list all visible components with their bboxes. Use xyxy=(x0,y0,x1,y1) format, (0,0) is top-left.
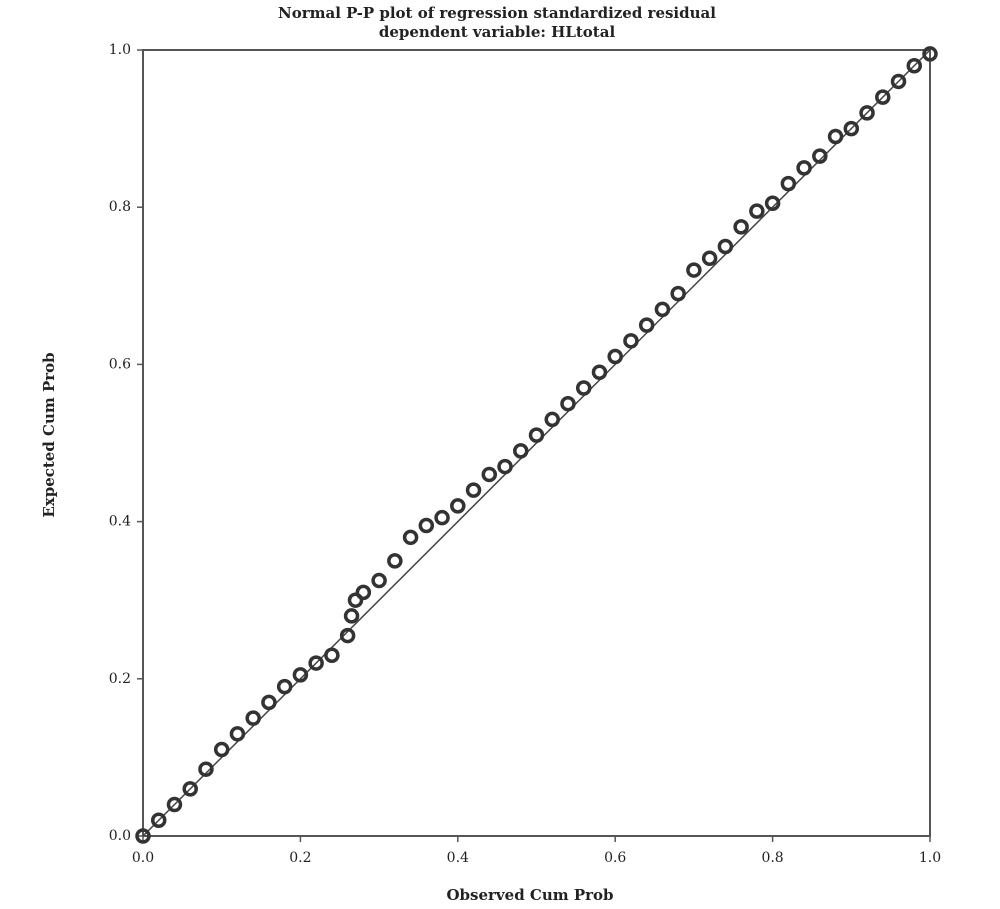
data-point xyxy=(670,285,686,302)
data-point xyxy=(513,443,529,459)
y-tick-label: 1.0 xyxy=(109,42,131,58)
data-point xyxy=(261,694,277,711)
data-point xyxy=(733,219,749,235)
data-point xyxy=(355,584,372,601)
data-point xyxy=(560,395,576,412)
data-point xyxy=(843,120,860,137)
data-point xyxy=(717,238,734,255)
data-point xyxy=(607,348,623,365)
data-point xyxy=(528,427,545,443)
data-point xyxy=(591,364,608,381)
data-point xyxy=(150,812,167,829)
data-point xyxy=(780,175,797,192)
data-point xyxy=(827,128,844,145)
data-point xyxy=(686,262,702,278)
data-point xyxy=(465,482,482,498)
y-tick-label: 0.2 xyxy=(109,671,131,687)
data-point xyxy=(135,828,151,844)
y-tick-label: 0.4 xyxy=(109,514,131,530)
plot-frame xyxy=(142,49,931,837)
data-point xyxy=(343,608,360,624)
data-point xyxy=(701,250,718,267)
data-point xyxy=(922,46,938,62)
data-point xyxy=(387,553,403,569)
data-point xyxy=(229,726,246,742)
y-tick-label: 0.6 xyxy=(109,356,131,372)
data-point xyxy=(402,529,419,546)
y-axis-label: Expected Cum Prob xyxy=(40,352,58,517)
data-point xyxy=(875,89,891,105)
data-point xyxy=(859,105,875,121)
data-point xyxy=(890,73,907,90)
x-tick-label: 1.0 xyxy=(919,850,941,866)
x-tick-label: 0.0 xyxy=(132,850,154,866)
data-point xyxy=(638,317,655,333)
data-point xyxy=(198,761,214,777)
data-point xyxy=(450,498,466,514)
data-point xyxy=(497,458,513,475)
data-point xyxy=(481,466,498,483)
data-point xyxy=(623,333,639,349)
y-tick-label: 0.8 xyxy=(109,199,131,215)
data-point xyxy=(544,411,560,428)
data-point xyxy=(339,627,356,644)
reference-line xyxy=(142,49,931,837)
data-point xyxy=(182,781,198,797)
data-point xyxy=(796,160,812,176)
x-tick-label: 0.6 xyxy=(604,850,626,866)
data-point xyxy=(749,203,765,219)
y-tick-label: 0.0 xyxy=(109,828,131,844)
data-point xyxy=(418,517,435,534)
data-point xyxy=(324,647,340,663)
x-tick-label: 0.8 xyxy=(761,850,783,866)
x-tick-label: 0.2 xyxy=(289,850,311,866)
data-point xyxy=(371,572,387,589)
x-axis-label: Observed Cum Prob xyxy=(446,886,613,904)
data-point xyxy=(575,380,592,396)
data-point xyxy=(654,301,671,318)
data-point xyxy=(906,57,923,74)
data-point xyxy=(166,796,183,813)
data-point xyxy=(276,678,293,695)
data-point xyxy=(292,667,309,683)
data-point xyxy=(347,592,364,608)
x-tick-label: 0.4 xyxy=(447,850,469,866)
data-point xyxy=(764,195,781,212)
data-point xyxy=(213,741,230,758)
chart-title: Normal P-P plot of regression standardiz… xyxy=(278,4,716,22)
data-point xyxy=(308,655,324,671)
data-point xyxy=(245,710,261,726)
data-point xyxy=(434,509,450,526)
data-point xyxy=(812,148,828,164)
chart-subtitle: dependent variable: HLtotal xyxy=(379,23,616,41)
